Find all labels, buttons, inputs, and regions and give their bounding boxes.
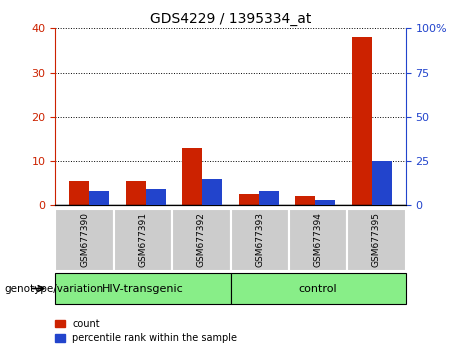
Bar [259, 191, 278, 205]
Bar [146, 189, 165, 205]
Text: GSM677391: GSM677391 [138, 212, 148, 267]
Text: GSM677390: GSM677390 [80, 212, 89, 267]
Text: GSM677394: GSM677394 [313, 212, 323, 267]
Text: GSM677393: GSM677393 [255, 212, 264, 267]
Text: GSM677395: GSM677395 [372, 212, 381, 267]
Legend: count, percentile rank within the sample: count, percentile rank within the sample [51, 315, 241, 347]
Text: genotype/variation: genotype/variation [5, 284, 104, 293]
Bar [89, 191, 109, 205]
Bar [126, 181, 146, 205]
Text: control: control [299, 284, 337, 293]
Bar [202, 179, 222, 205]
Bar [239, 194, 259, 205]
Bar [352, 37, 372, 205]
Text: HIV-transgenic: HIV-transgenic [102, 284, 184, 293]
Text: GSM677392: GSM677392 [197, 212, 206, 267]
Title: GDS4229 / 1395334_at: GDS4229 / 1395334_at [150, 12, 311, 26]
Bar [372, 161, 391, 205]
Bar [315, 200, 335, 205]
Bar [70, 181, 89, 205]
Bar [296, 196, 315, 205]
Bar [183, 148, 202, 205]
